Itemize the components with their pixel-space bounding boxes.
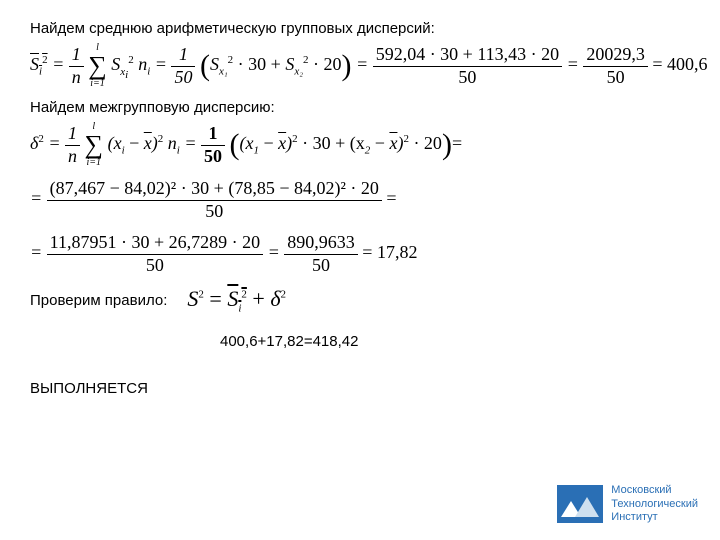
check-rule-row: Проверим правило: S2 = Si2 + δ2 bbox=[30, 286, 690, 314]
mountain-icon bbox=[557, 485, 603, 523]
mti-logo: Московский Технологический Институт bbox=[557, 484, 698, 524]
numeric-check: 400,6+17,82=418,42 bbox=[220, 333, 690, 350]
logo-text: Московский Технологический Институт bbox=[611, 484, 698, 524]
conclusion: ВЫПОЛНЯЕТСЯ bbox=[30, 380, 690, 397]
heading-avg-dispersion: Найдем среднюю арифметическую групповых … bbox=[30, 20, 690, 37]
formula-2c: = 11,87951 · 30 + 26,7289 · 2050 = 890,9… bbox=[30, 232, 690, 276]
formula-1: Si2 = 1n l∑i=1 Sxi2 ni = 150 (Sx₁2 · 30 … bbox=[30, 43, 690, 89]
rule-formula: S2 = Si2 + δ2 bbox=[187, 286, 286, 314]
formula-2b: = (87,467 − 84,02)² · 30 + (78,85 − 84,0… bbox=[30, 178, 690, 222]
formula-2a: δ2 = 1n l∑i=1 (xi − x)2 ni = 150 ((x1 − … bbox=[30, 122, 690, 168]
check-rule-label: Проверим правило: bbox=[30, 292, 167, 309]
heading-intergroup-dispersion: Найдем межгрупповую дисперсию: bbox=[30, 99, 690, 116]
